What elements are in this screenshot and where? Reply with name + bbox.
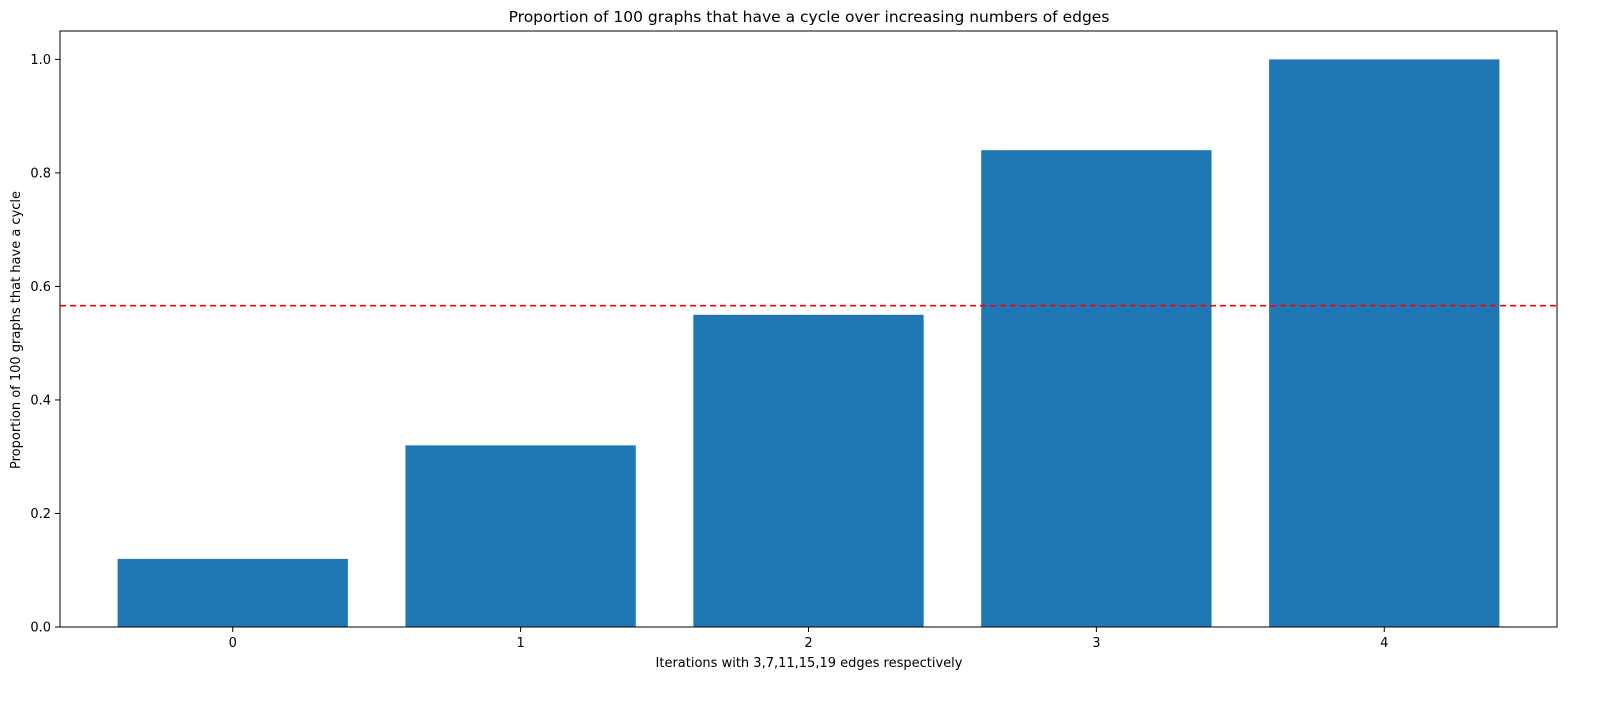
bar-4 xyxy=(1269,59,1500,627)
x-tick-layer: 0 1 2 3 4 xyxy=(229,627,1388,651)
bar-3 xyxy=(981,150,1212,627)
x-tick-label: 1 xyxy=(516,636,524,651)
x-tick-label: 2 xyxy=(804,636,812,651)
y-tick-layer: 0.0 0.2 0.4 0.6 0.8 1.0 xyxy=(30,53,60,636)
y-tick-label: 0.8 xyxy=(30,166,51,181)
y-tick-label: 0.4 xyxy=(30,393,51,408)
y-axis-title: Proportion of 100 graphs that have a cyc… xyxy=(9,191,24,469)
bar-1 xyxy=(405,445,636,627)
x-tick-label: 4 xyxy=(1380,636,1388,651)
x-axis-title: Iterations with 3,7,11,15,19 edges respe… xyxy=(656,656,963,671)
bar-0 xyxy=(117,558,348,627)
y-tick-label: 0.0 xyxy=(30,621,51,636)
x-tick-label: 3 xyxy=(1092,636,1100,651)
y-tick-label: 0.6 xyxy=(30,280,51,295)
bars-layer xyxy=(117,59,1500,627)
bar-2 xyxy=(693,314,924,627)
chart-title: Proportion of 100 graphs that have a cyc… xyxy=(509,8,1110,26)
x-tick-label: 0 xyxy=(229,636,237,651)
y-tick-label: 0.2 xyxy=(30,507,51,522)
y-tick-label: 1.0 xyxy=(30,53,51,68)
